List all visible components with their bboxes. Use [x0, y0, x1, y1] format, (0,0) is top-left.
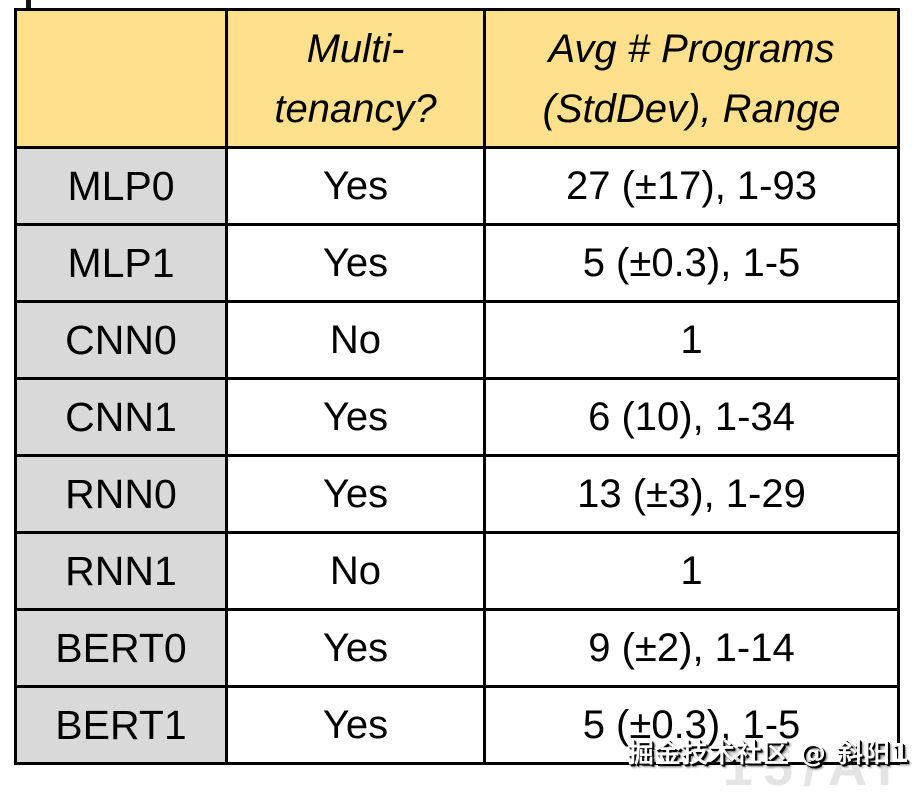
- model-label: MLP1: [14, 223, 228, 303]
- multi-tenancy-value: Yes: [225, 608, 486, 688]
- multi-tenancy-value: Yes: [225, 146, 486, 226]
- model-label: MLP0: [14, 146, 228, 226]
- multi-tenancy-value: No: [225, 531, 486, 611]
- avg-programs-value: 1: [483, 300, 900, 380]
- header-multi-tenancy-line1: Multi-: [306, 26, 405, 71]
- multi-tenancy-value: Yes: [225, 685, 486, 765]
- table-row: CNN0 No 1: [14, 300, 900, 380]
- avg-programs-value: 13 (±3), 1-29: [483, 454, 900, 534]
- table-header: Multi- tenancy? Avg # Programs (StdDev),…: [14, 8, 900, 149]
- header-multi-tenancy-line2: tenancy?: [274, 86, 437, 131]
- avg-programs-value: 5 (±0.3), 1-5: [483, 685, 900, 765]
- table-row: CNN1 Yes 6 (10), 1-34: [14, 377, 900, 457]
- header-cell-avg-programs: Avg # Programs (StdDev), Range: [483, 8, 900, 149]
- table-row: BERT0 Yes 9 (±2), 1-14: [14, 608, 900, 688]
- model-label: BERT1: [14, 685, 228, 765]
- table-body: MLP0 Yes 27 (±17), 1-93 MLP1 Yes 5 (±0.3…: [14, 146, 900, 765]
- benchmark-table: Multi- tenancy? Avg # Programs (StdDev),…: [14, 8, 900, 765]
- header-row: Multi- tenancy? Avg # Programs (StdDev),…: [14, 8, 900, 149]
- model-label: RNN1: [14, 531, 228, 611]
- avg-programs-value: 5 (±0.3), 1-5: [483, 223, 900, 303]
- table-row: MLP0 Yes 27 (±17), 1-93: [14, 146, 900, 226]
- header-cell-multi-tenancy: Multi- tenancy?: [225, 8, 486, 149]
- header-cell-model: [14, 8, 228, 149]
- avg-programs-value: 1: [483, 531, 900, 611]
- crop-artifact: [26, 0, 31, 9]
- model-label: BERT0: [14, 608, 228, 688]
- model-label: RNN0: [14, 454, 228, 534]
- table-row: BERT1 Yes 5 (±0.3), 1-5: [14, 685, 900, 765]
- multi-tenancy-value: Yes: [225, 223, 486, 303]
- header-avg-programs-line1: Avg # Programs: [548, 26, 835, 71]
- avg-programs-value: 9 (±2), 1-14: [483, 608, 900, 688]
- model-label: CNN0: [14, 300, 228, 380]
- avg-programs-value: 6 (10), 1-34: [483, 377, 900, 457]
- multi-tenancy-value: Yes: [225, 377, 486, 457]
- table-row: RNN0 Yes 13 (±3), 1-29: [14, 454, 900, 534]
- table-row: MLP1 Yes 5 (±0.3), 1-5: [14, 223, 900, 303]
- avg-programs-value: 27 (±17), 1-93: [483, 146, 900, 226]
- header-avg-programs-line2: (StdDev), Range: [542, 86, 841, 131]
- multi-tenancy-value: Yes: [225, 454, 486, 534]
- watermark: 掘金技术社区 @ 斜阳1: [627, 739, 910, 769]
- table-row: RNN1 No 1: [14, 531, 900, 611]
- model-label: CNN1: [14, 377, 228, 457]
- multi-tenancy-value: No: [225, 300, 486, 380]
